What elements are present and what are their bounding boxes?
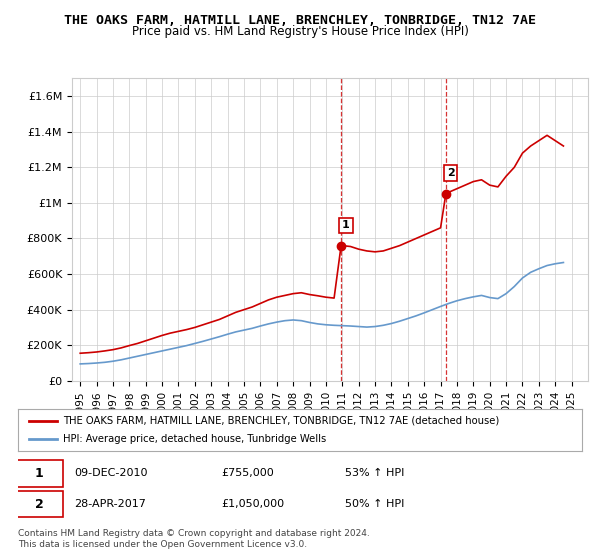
- Text: 2: 2: [35, 497, 44, 511]
- Text: 53% ↑ HPI: 53% ↑ HPI: [345, 468, 404, 478]
- FancyBboxPatch shape: [15, 491, 63, 517]
- Text: 28-APR-2017: 28-APR-2017: [74, 499, 146, 509]
- Text: 09-DEC-2010: 09-DEC-2010: [74, 468, 148, 478]
- Text: £755,000: £755,000: [221, 468, 274, 478]
- Text: 1: 1: [342, 221, 350, 231]
- Text: 1: 1: [35, 466, 44, 480]
- FancyBboxPatch shape: [15, 460, 63, 487]
- Text: £1,050,000: £1,050,000: [221, 499, 284, 509]
- Text: THE OAKS FARM, HATMILL LANE, BRENCHLEY, TONBRIDGE, TN12 7AE: THE OAKS FARM, HATMILL LANE, BRENCHLEY, …: [64, 14, 536, 27]
- Text: THE OAKS FARM, HATMILL LANE, BRENCHLEY, TONBRIDGE, TN12 7AE (detached house): THE OAKS FARM, HATMILL LANE, BRENCHLEY, …: [63, 416, 499, 426]
- Text: Contains HM Land Registry data © Crown copyright and database right 2024.
This d: Contains HM Land Registry data © Crown c…: [18, 529, 370, 549]
- Text: Price paid vs. HM Land Registry's House Price Index (HPI): Price paid vs. HM Land Registry's House …: [131, 25, 469, 38]
- Text: 2: 2: [447, 168, 455, 178]
- Text: 50% ↑ HPI: 50% ↑ HPI: [345, 499, 404, 509]
- Text: HPI: Average price, detached house, Tunbridge Wells: HPI: Average price, detached house, Tunb…: [63, 434, 326, 444]
